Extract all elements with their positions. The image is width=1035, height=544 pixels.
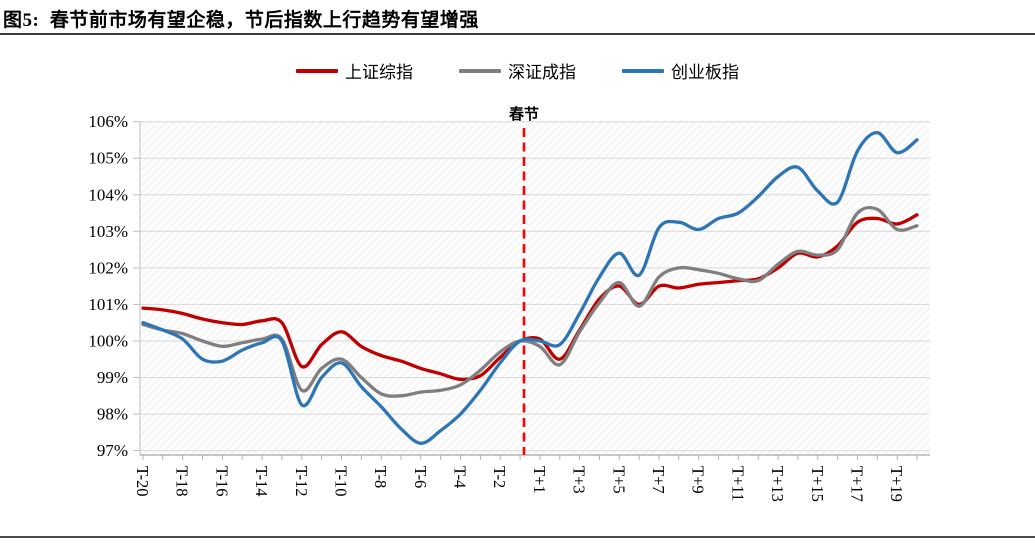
y-axis-label: 102% <box>88 258 128 277</box>
y-axis-label: 98% <box>97 405 128 424</box>
x-axis-label: T+11 <box>728 466 747 501</box>
x-axis-label: T+7 <box>649 466 668 494</box>
x-axis-label: T+17 <box>848 466 867 502</box>
y-axis-label: 101% <box>88 295 128 314</box>
x-axis-label: T+13 <box>768 466 787 502</box>
plot-area-hatch <box>140 121 930 455</box>
legend-item-chinext: 创业板指 <box>622 58 739 83</box>
series-line-chinext <box>141 130 919 445</box>
legend-line-swatch-red <box>296 68 338 73</box>
x-axis-label: T+1 <box>530 466 549 494</box>
legend-label: 深证成指 <box>508 63 576 82</box>
y-axis-label: 97% <box>97 441 128 460</box>
y-axis-label: 105% <box>88 149 128 168</box>
x-axis-label: T+5 <box>609 466 628 494</box>
x-axis-label: T-4 <box>451 466 470 488</box>
y-axis-label: 100% <box>88 332 128 351</box>
y-axis-label: 99% <box>97 368 128 387</box>
spring-festival-label: 春节 <box>509 105 539 123</box>
y-axis-label: 104% <box>88 185 128 204</box>
x-axis-label: T-6 <box>411 466 430 488</box>
chart-legend: 上证综指 深证成指 创业板指 <box>0 58 1035 83</box>
x-axis-label: T-8 <box>371 466 390 488</box>
x-axis-label: T-10 <box>332 466 351 497</box>
legend-label: 上证综指 <box>345 63 413 82</box>
x-axis-label: T-2 <box>490 466 509 488</box>
y-axis-label: 103% <box>88 222 128 241</box>
series-line-shenzhen-component <box>141 205 919 398</box>
x-axis-label: T+19 <box>887 466 906 502</box>
x-axis-label: T+15 <box>808 466 827 502</box>
bottom-divider <box>0 536 1035 538</box>
title-divider <box>0 33 1035 35</box>
x-axis-label: T-16 <box>212 466 231 497</box>
legend-label: 创业板指 <box>671 63 739 82</box>
x-axis-label: T+9 <box>689 466 708 494</box>
x-axis-label: T-20 <box>133 466 152 497</box>
x-axis-label: T-18 <box>173 466 192 497</box>
legend-line-swatch-blue <box>622 68 664 73</box>
y-axis-label: 106% <box>88 112 128 131</box>
x-axis-label: T+3 <box>570 466 589 494</box>
legend-item-shanghai-composite: 上证综指 <box>296 58 413 83</box>
series-line-shanghai-composite <box>141 213 919 382</box>
x-axis-label: T-14 <box>252 466 271 497</box>
x-axis-label: T-12 <box>292 466 311 497</box>
legend-line-swatch-gray <box>459 68 501 73</box>
figure-title: 图5: 春节前市场有望企稳，节后指数上行趋势有望增强 <box>3 10 479 31</box>
legend-item-shenzhen-component: 深证成指 <box>459 58 576 83</box>
